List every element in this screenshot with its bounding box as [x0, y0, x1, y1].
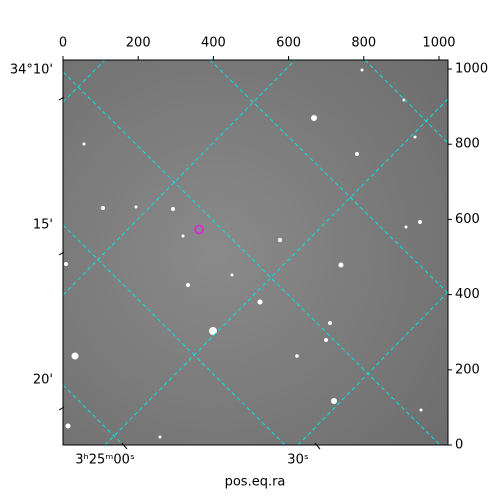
- sky-image: [63, 60, 448, 445]
- x-axis-label: pos.eq.ra: [225, 475, 286, 490]
- marker: [194, 224, 205, 235]
- dec-tick: [58, 406, 65, 411]
- ra-tick: [121, 442, 128, 450]
- x-tick-label: 200: [126, 36, 151, 51]
- y-tick-label: 1000: [455, 62, 488, 77]
- x-tick-label: 0: [59, 36, 67, 51]
- y-tick-label: 0: [455, 438, 463, 453]
- dec-tick: [58, 96, 65, 101]
- dec-tick-label: 20': [33, 373, 53, 388]
- coordinate-grid: [63, 60, 448, 445]
- x-tick-label: 400: [201, 36, 226, 51]
- dec-tick-label: 15': [33, 218, 53, 233]
- dec-tick-label: 34°10': [10, 63, 53, 78]
- y-tick-label: 200: [455, 362, 480, 377]
- x-tick-label: 800: [351, 36, 376, 51]
- y-tick-label: 600: [455, 212, 480, 227]
- x-tick-label: 1000: [422, 36, 455, 51]
- ra-tick-label: 30ˢ: [287, 453, 309, 468]
- ra-tick: [314, 442, 321, 450]
- stars: [64, 68, 423, 439]
- x-tick-label: 600: [276, 36, 301, 51]
- y-tick-label: 400: [455, 287, 480, 302]
- y-tick-label: 800: [455, 137, 480, 152]
- dec-tick: [58, 251, 65, 256]
- ra-tick-label: 3ʰ25ᵐ00ˢ: [75, 453, 135, 468]
